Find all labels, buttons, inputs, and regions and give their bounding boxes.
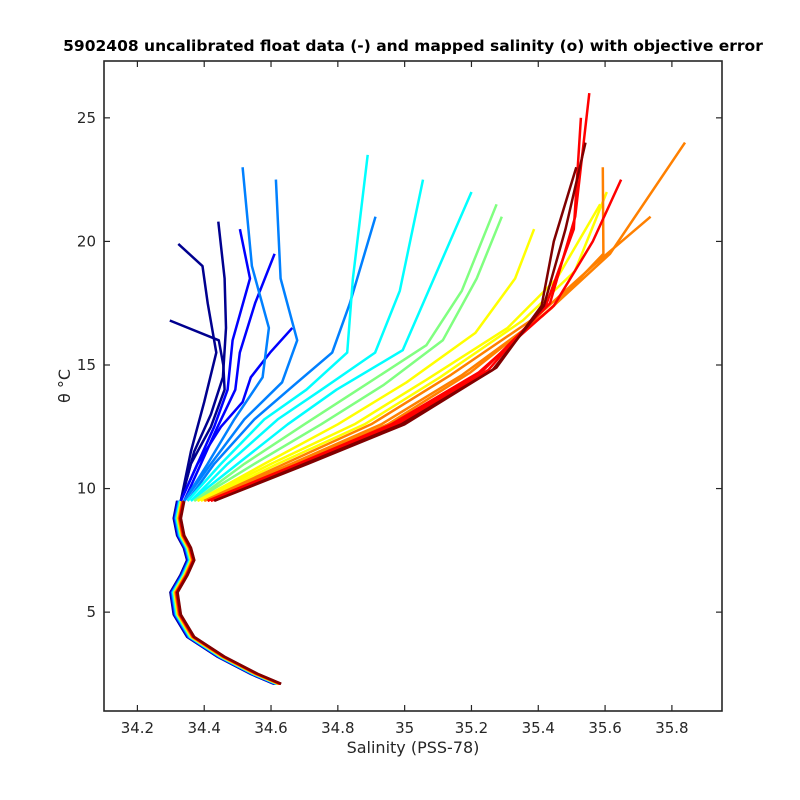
x-tick-label: 35.2 (455, 719, 488, 737)
x-axis-label: Salinity (PSS-78) (347, 738, 480, 757)
x-tick-label: 35.4 (522, 719, 555, 737)
series-group (169, 92, 687, 685)
profile-line-11 (190, 191, 473, 502)
profile-line-0 (177, 242, 218, 502)
x-tick-label: 34.6 (254, 719, 287, 737)
x-tick-label: 35 (395, 719, 414, 737)
x-tick-label: 34.4 (188, 719, 221, 737)
y-tick-label: 10 (77, 480, 96, 498)
profile-line-18 (203, 141, 687, 503)
profile-line-12 (193, 203, 498, 502)
profile-line-6 (183, 167, 271, 502)
plot-background (104, 61, 722, 711)
profile-line-10 (190, 179, 425, 502)
profile-line-2 (179, 221, 228, 502)
y-tick-label: 15 (77, 356, 96, 374)
profile-deep-24 (176, 500, 282, 685)
profile-line-9 (186, 154, 369, 502)
profile-line-7 (183, 179, 299, 502)
profile-line-5 (179, 327, 294, 502)
x-tick-label: 35.8 (655, 719, 688, 737)
profile-line-4 (183, 253, 276, 502)
y-tick-label: 20 (77, 232, 96, 250)
plot-frame (103, 60, 723, 712)
chart-title: 5902408 uncalibrated float data (-) and … (63, 37, 763, 55)
tick-group: 34.2 34.4 34.6 34.8 35 35.2 35.4 35.6 35.8 5 10 15 2… (77, 61, 722, 737)
profile-line-19 (207, 167, 605, 503)
x-tick-label: 35.6 (588, 719, 621, 737)
profile-line-24 (213, 166, 578, 503)
profile-line-14 (196, 228, 536, 502)
y-tick-label: 5 (86, 603, 96, 621)
profile-line-13 (193, 216, 503, 502)
x-tick-label: 34.8 (321, 719, 354, 737)
y-tick-label: 25 (77, 109, 96, 127)
x-tick-label: 34.2 (121, 719, 154, 737)
y-axis-label: θ °C (55, 369, 74, 403)
